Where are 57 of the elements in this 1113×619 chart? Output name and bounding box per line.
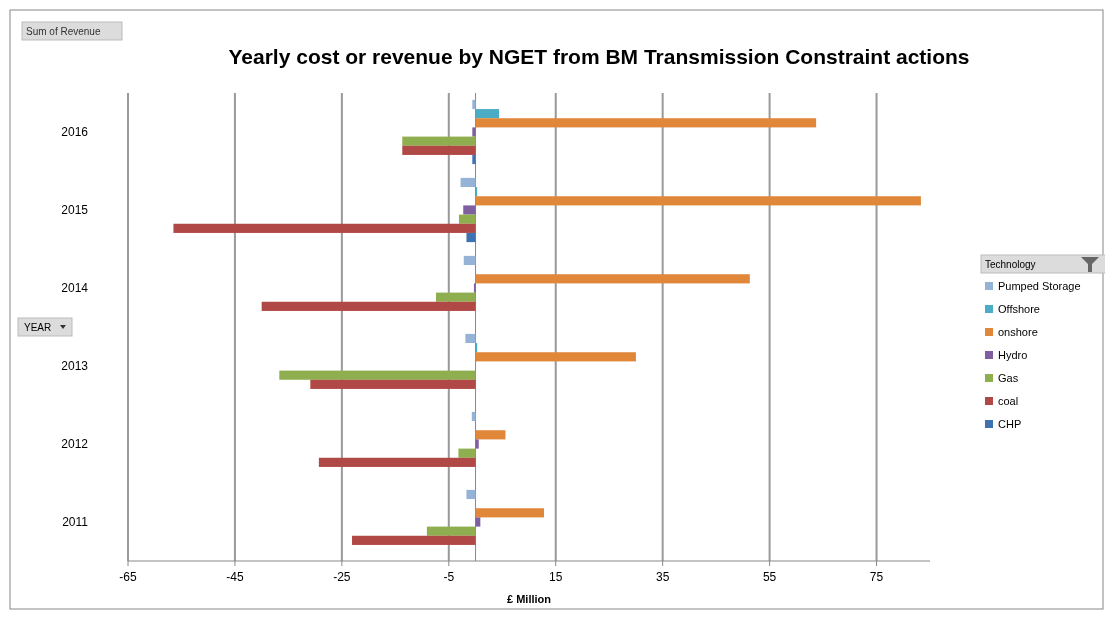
y-tick-label: 2011 (62, 515, 89, 529)
x-tick-label: 55 (762, 570, 777, 584)
bar (475, 352, 636, 362)
bar (475, 430, 506, 440)
legend-label: Gas (998, 372, 1019, 384)
bar (465, 333, 476, 344)
x-tick-label: -45 (226, 570, 244, 584)
bar (466, 489, 476, 500)
bar (466, 232, 476, 243)
bar (471, 411, 476, 422)
legend-title: Technology (985, 259, 1036, 270)
legend-label: CHP (998, 418, 1022, 430)
y-tick-label: 2015 (61, 203, 89, 217)
legend-label: coal (998, 395, 1019, 407)
bar (460, 177, 476, 188)
bar (475, 118, 817, 128)
bar (426, 526, 476, 536)
x-axis-title: £ Million (507, 593, 552, 605)
bar (435, 292, 476, 302)
bar (458, 448, 476, 458)
x-tick-label: -25 (333, 570, 351, 584)
y-tick-label: 2013 (61, 359, 89, 373)
legend-label: Hydro (998, 349, 1028, 361)
bar (318, 457, 476, 467)
bar (475, 517, 481, 527)
bar (475, 196, 921, 206)
bar (402, 136, 476, 146)
legend-label: Offshore (998, 303, 1040, 315)
field-button: Sum of Revenue (21, 21, 123, 41)
legend-label: Pumped Storage (998, 280, 1081, 292)
bar (173, 223, 476, 233)
bar (279, 370, 476, 380)
y-tick-label: 2014 (61, 281, 89, 295)
y-axis-title: YEAR (24, 322, 52, 333)
chart-title: Yearly cost or revenue by NGET from BM Transmission Constraint actions (228, 45, 970, 68)
x-tick-label: 75 (869, 570, 884, 584)
bar (310, 379, 476, 389)
bar (352, 535, 476, 545)
bar (475, 109, 500, 119)
bar (463, 205, 476, 215)
bar (463, 255, 476, 266)
y-tick-label: 2012 (61, 437, 89, 451)
bar (458, 214, 476, 224)
y-tick-label: 2016 (61, 125, 89, 139)
x-tick-label: -5 (443, 570, 455, 584)
bar (475, 274, 750, 284)
bar (472, 127, 476, 137)
bar (402, 145, 476, 155)
bar (261, 301, 476, 311)
x-tick-label: 15 (549, 570, 563, 584)
bar (475, 439, 479, 449)
bar (472, 154, 476, 165)
legend-label: onshore (998, 326, 1038, 338)
x-tick-label: -65 (119, 570, 137, 584)
bar (475, 508, 544, 518)
x-tick-label: 35 (655, 570, 670, 584)
bar (472, 99, 476, 110)
